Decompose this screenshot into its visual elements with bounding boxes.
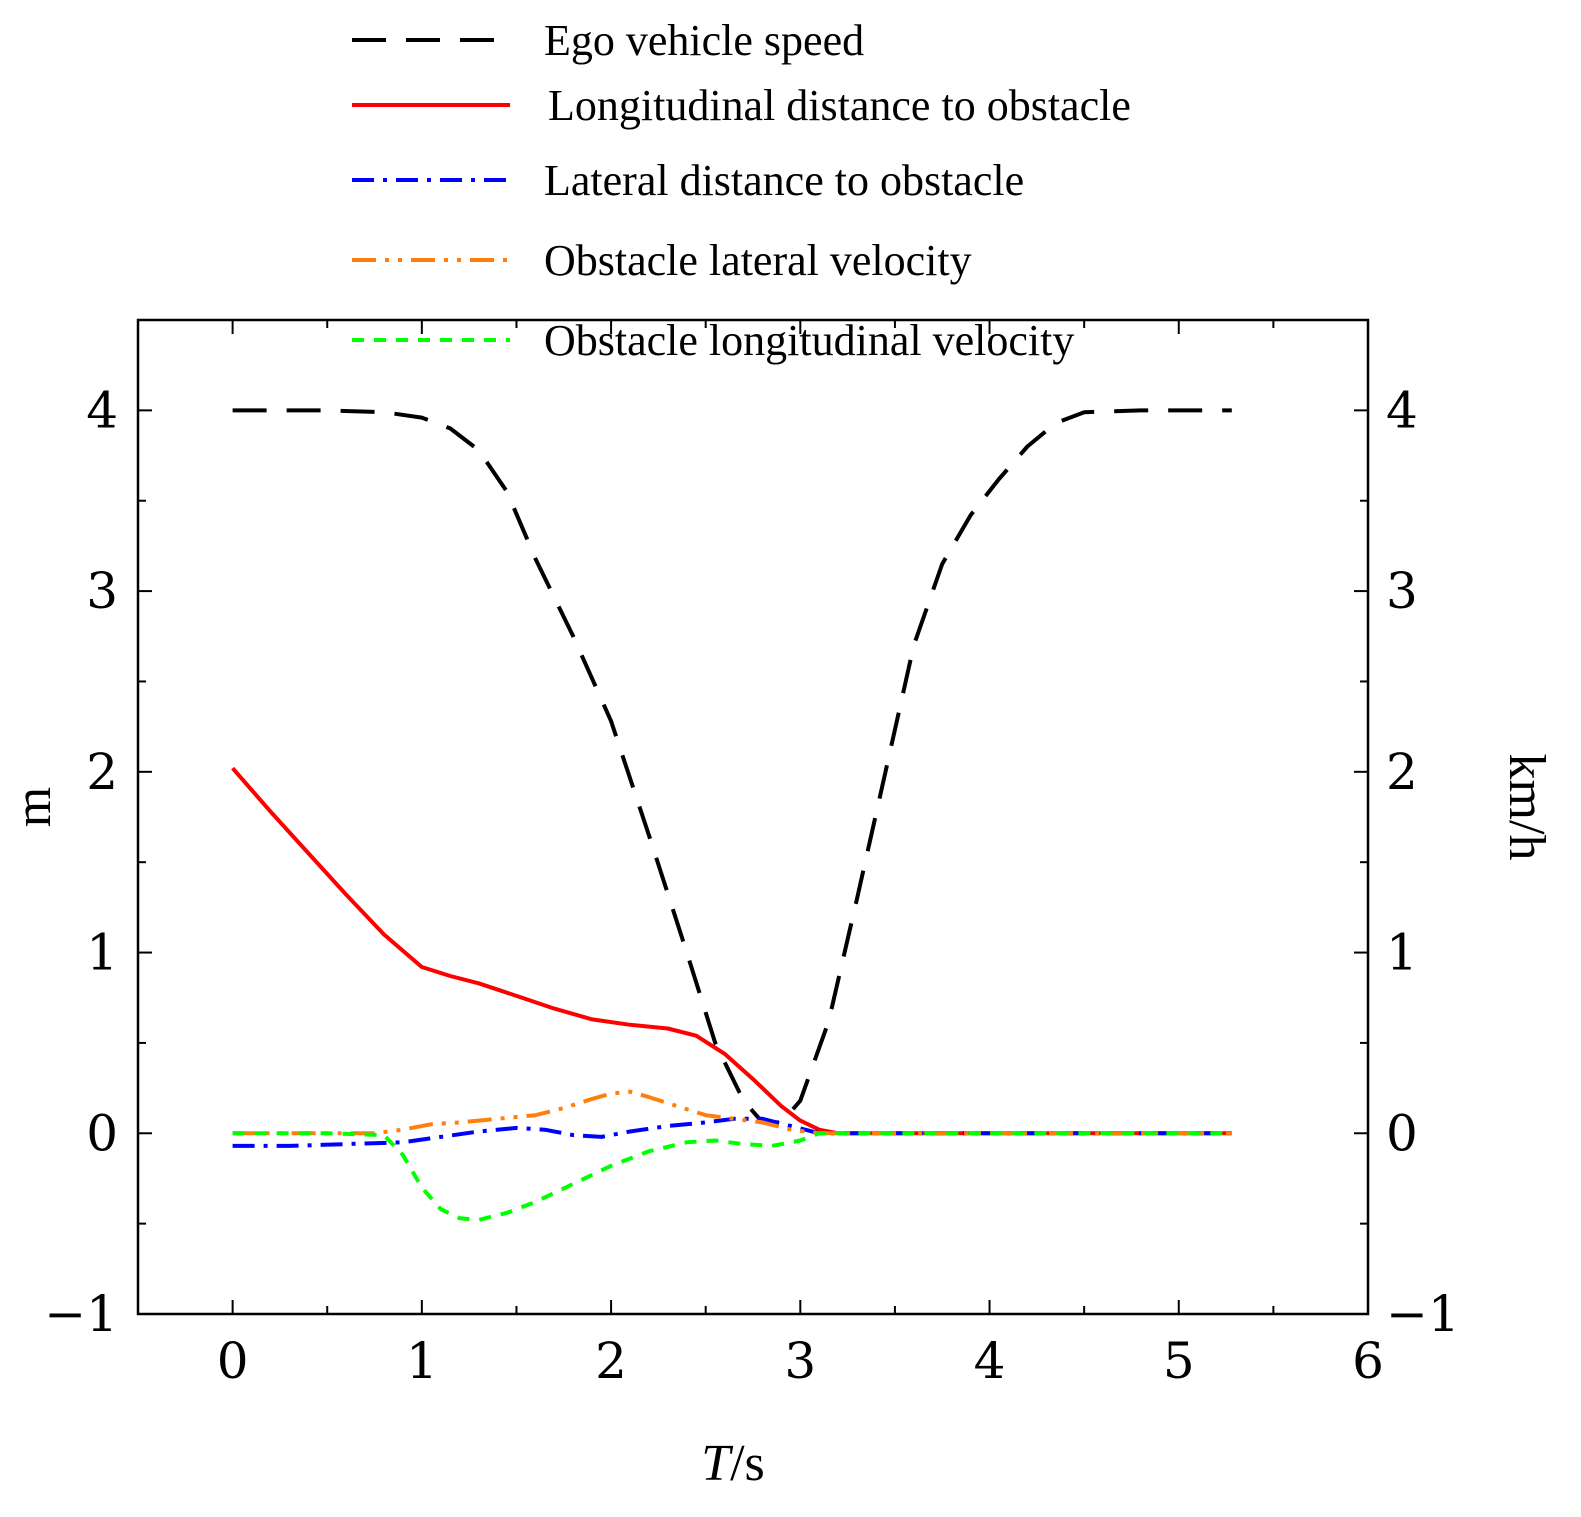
legend-label-3: Lateral distance to obstacle bbox=[544, 156, 1024, 205]
x-axis-title-italic: T bbox=[701, 1435, 733, 1492]
x-tick-label: 3 bbox=[784, 1332, 816, 1390]
x-tick-label: 5 bbox=[1163, 1332, 1195, 1390]
y-tick-label-right: 0 bbox=[1386, 1104, 1418, 1162]
y-tick-label-left: 3 bbox=[86, 562, 118, 620]
x-tick-label: 4 bbox=[974, 1332, 1006, 1390]
plot-frame bbox=[136, 318, 1370, 1316]
y-tick-label-left: 1 bbox=[86, 924, 118, 982]
tick-labels: 0 1 2 3 4 5 6−1 −10 01 12 23 34 4 bbox=[44, 381, 1459, 1390]
x-tick-label: 2 bbox=[595, 1332, 627, 1390]
x-axis-title-unit: /s bbox=[730, 1435, 765, 1492]
legend-label-2: Longitudinal distance to obstacle bbox=[548, 81, 1131, 130]
y-tick-label-left: 0 bbox=[86, 1104, 118, 1162]
y-tick-label-right: −1 bbox=[1386, 1285, 1460, 1343]
legend-label-5: Obstacle longitudinal velocity bbox=[544, 316, 1074, 365]
plot-lines bbox=[231, 408, 1232, 1222]
y-tick-label-left: 2 bbox=[86, 743, 118, 801]
axes: 0 1 2 3 4 5 6−1 −10 01 12 23 34 4 bbox=[44, 318, 1460, 1390]
y-tick-label-right: 3 bbox=[1386, 562, 1418, 620]
y-tick-label-right: 1 bbox=[1386, 924, 1418, 982]
y-tick-label-left: 4 bbox=[86, 381, 118, 439]
legend-label-1: Ego vehicle speed bbox=[544, 16, 864, 65]
series-line-4 bbox=[232, 1089, 1232, 1136]
legend: Ego vehicle speed Longitudinal distance t… bbox=[352, 16, 1131, 365]
y-tick-label-right: 2 bbox=[1386, 743, 1418, 801]
series-line-1 bbox=[232, 408, 1232, 1125]
y-axis-title-left: m bbox=[5, 787, 62, 827]
y-tick-label-left: −1 bbox=[44, 1285, 118, 1343]
series-line-5 bbox=[232, 1131, 1232, 1222]
y-axis-title-right: km/h bbox=[1498, 754, 1555, 861]
legend-label-4: Obstacle lateral velocity bbox=[544, 236, 972, 285]
x-axis-title: T/s bbox=[701, 1435, 765, 1492]
ticks bbox=[137, 319, 1369, 1315]
x-tick-label: 6 bbox=[1352, 1332, 1384, 1390]
y-tick-label-right: 4 bbox=[1386, 381, 1418, 439]
x-tick-label: 0 bbox=[217, 1332, 249, 1390]
x-tick-label: 1 bbox=[406, 1332, 438, 1390]
